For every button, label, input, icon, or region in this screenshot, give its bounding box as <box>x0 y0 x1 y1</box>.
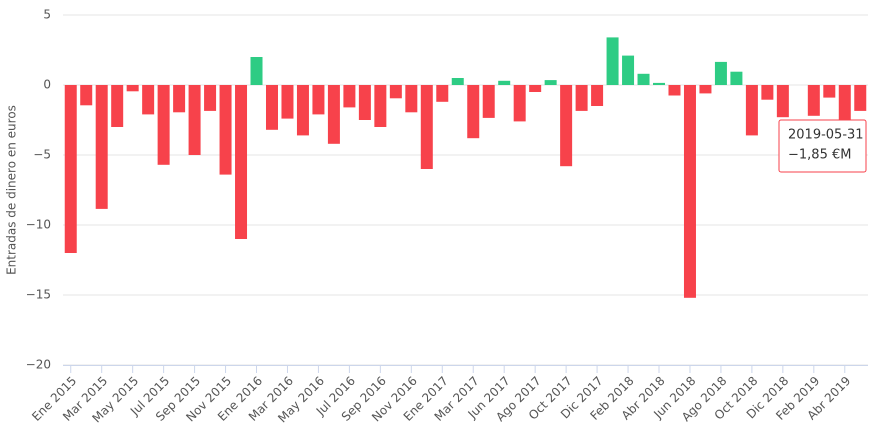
bar <box>250 57 263 85</box>
y-tick-label: −10 <box>26 218 51 232</box>
bar <box>745 85 758 136</box>
bar <box>854 85 867 111</box>
bar <box>64 85 77 253</box>
y-tick-label: 0 <box>43 78 51 92</box>
bar <box>560 85 573 167</box>
bar <box>513 85 526 122</box>
bar <box>606 37 619 85</box>
tooltip: 2019-05-31 −1,85 €M <box>778 119 867 173</box>
bar <box>312 85 325 115</box>
bar <box>591 85 604 106</box>
bar <box>173 85 186 113</box>
bar <box>188 85 201 155</box>
bar <box>420 85 433 169</box>
bar <box>281 85 294 119</box>
bar <box>637 73 650 85</box>
bar <box>142 85 155 115</box>
bar <box>157 85 170 165</box>
y-axis-label: Entradas de dinero en euros <box>5 105 19 275</box>
bar <box>529 85 542 92</box>
bar <box>374 85 387 127</box>
bar <box>653 82 666 85</box>
bar <box>95 85 108 209</box>
bar <box>838 85 851 120</box>
bar <box>544 80 557 85</box>
bar <box>761 85 774 100</box>
bar <box>482 85 495 118</box>
bar <box>80 85 93 106</box>
bar <box>343 85 356 108</box>
y-tick-label: −5 <box>33 148 51 162</box>
bar <box>467 85 480 139</box>
bar <box>265 85 278 130</box>
bar <box>219 85 232 175</box>
y-tick-label: 5 <box>43 8 51 22</box>
bar <box>296 85 309 136</box>
y-tick-label: −15 <box>26 288 51 302</box>
bar <box>668 85 681 96</box>
bar <box>126 85 139 92</box>
bar <box>436 85 449 102</box>
bar <box>111 85 124 127</box>
bar <box>776 85 789 118</box>
bar <box>683 85 696 298</box>
bar <box>823 85 836 98</box>
bar <box>714 61 727 85</box>
bar <box>699 85 712 94</box>
tooltip-date: 2019-05-31 <box>788 128 864 143</box>
y-tick-label: −20 <box>26 358 51 372</box>
bar <box>451 78 464 85</box>
bar <box>204 85 217 111</box>
bar <box>405 85 418 113</box>
bar <box>730 71 743 85</box>
bar <box>389 85 402 99</box>
tooltip-box <box>778 119 867 173</box>
tooltip-value: −1,85 €M <box>788 148 851 163</box>
bar <box>358 85 371 120</box>
bar <box>622 55 635 85</box>
bar <box>498 80 511 85</box>
bar <box>807 85 820 116</box>
bar <box>235 85 248 239</box>
bar <box>327 85 340 144</box>
bar <box>575 85 588 111</box>
